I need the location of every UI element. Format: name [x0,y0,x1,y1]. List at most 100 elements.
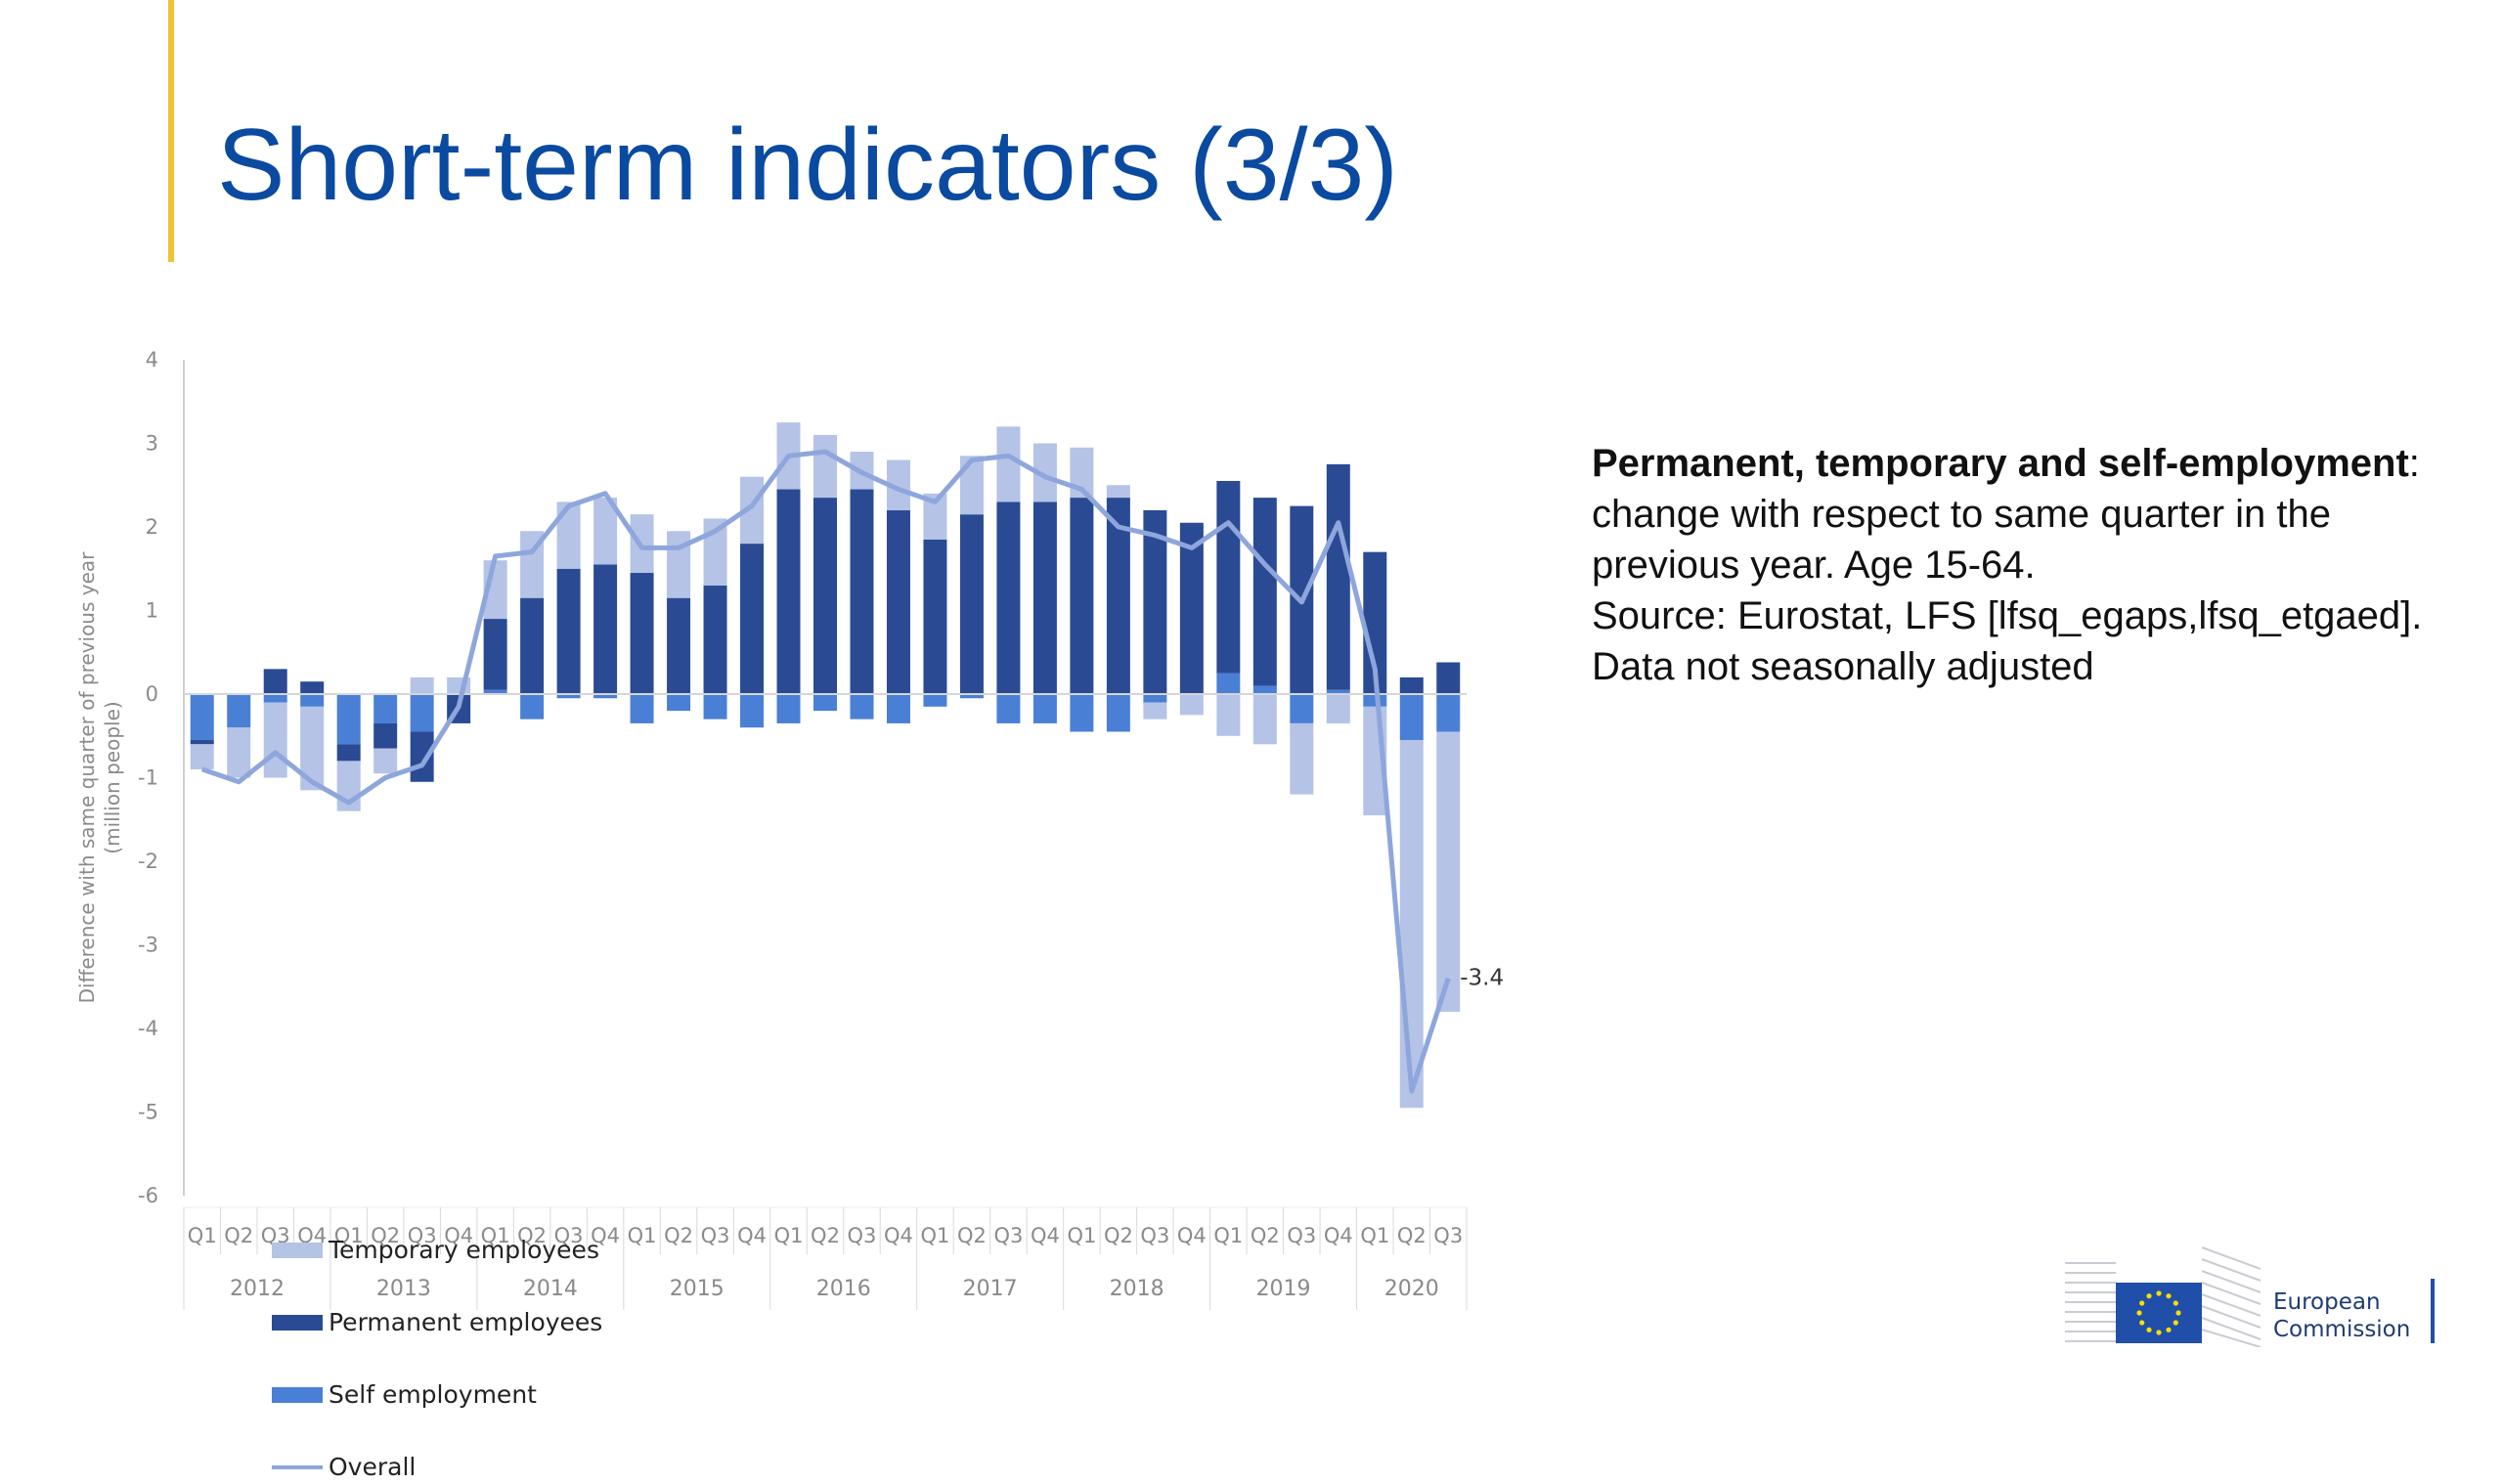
x-tick-label: Q2 [371,1224,400,1247]
legend-swatch-overall [272,1465,323,1469]
x-tick-label: Q2 [811,1224,840,1247]
eu-star [2166,1293,2172,1299]
bar-self-employment [1363,694,1387,707]
bar-self-employment [1216,673,1241,694]
description-line-3: Source: Eurostat, LFS [lfsq_egaps,lfsq_e… [1592,594,2423,637]
bar-permanent [1179,522,1204,694]
x-tick-label: Q2 [664,1224,693,1247]
x-tick-label: Q4 [444,1224,473,1247]
legend-swatch-permanent [272,1315,323,1331]
bar-self-employment [336,694,361,745]
bar-permanent [776,489,801,694]
bar-self-employment [959,694,984,699]
bar-self-employment [1399,694,1424,741]
x-tick-label: Q4 [884,1224,913,1247]
logo-wordmark-line-1: European [2273,1289,2381,1315]
bar-self-employment [740,694,765,728]
bar-self-employment [996,694,1021,723]
bar-temporary [1106,485,1130,499]
x-tick-label: Q4 [1324,1224,1353,1247]
x-tick-label: Q3 [408,1224,437,1247]
bar-permanent [300,681,325,694]
x-tick-label: Q1 [334,1224,364,1247]
bar-permanent [1252,498,1277,686]
x-tick-label: Q1 [1067,1224,1096,1247]
eu-star [2173,1320,2178,1326]
line-overall [200,449,1451,1094]
x-tick-label: Q3 [1287,1224,1316,1247]
eu-star [2156,1330,2162,1335]
bar-temporary [1179,694,1204,716]
year-label: 2019 [1256,1277,1311,1301]
x-tick-label: Q3 [1433,1224,1463,1247]
bar-permanent [703,585,727,694]
bar-permanent [1070,498,1094,694]
bar-permanent [923,539,947,694]
logo-wordmark: European Commission [2273,1288,2410,1343]
bar-permanent [850,489,874,694]
year-label: 2020 [1384,1277,1439,1301]
bar-permanent [667,597,691,694]
x-tick-label: Q3 [701,1224,730,1247]
bar-temporary [996,426,1021,502]
legend-swatch-self-employment [272,1387,323,1403]
y-tick-label: 4 [146,348,158,371]
x-tick-label: Q1 [481,1224,510,1247]
year-label: 2016 [816,1277,871,1301]
logo-wordmark-line-2: Commission [2273,1317,2411,1342]
bar-permanent [1436,662,1461,694]
legend-swatch-temporary [272,1243,323,1258]
bar-self-employment [593,694,618,699]
bar-self-employment [483,689,507,694]
bar-self-employment [850,694,874,720]
y-tick-label: 0 [146,682,158,706]
bar-temporary [1032,443,1057,502]
x-tick-label: Q1 [1213,1224,1243,1247]
x-tick-label: Q3 [1140,1224,1169,1247]
x-tick-label: Q2 [1104,1224,1133,1247]
bar-permanent [1032,502,1057,694]
bar-permanent [1216,480,1241,674]
bar-permanent [630,573,654,694]
title-accent-bar [168,0,174,262]
x-tick-label: Q1 [1360,1224,1389,1247]
bar-temporary [593,498,618,565]
bar-self-employment [1143,694,1167,703]
bar-permanent [520,597,545,694]
bar-temporary [886,459,910,510]
year-label: 2017 [963,1277,1018,1301]
bar-temporary [1252,694,1277,745]
eu-star [2146,1327,2152,1332]
x-tick-label: Q2 [1397,1224,1427,1247]
y-tick-label: -4 [138,1017,158,1040]
legend-label-permanent: Permanent employees [329,1308,603,1336]
bar-permanent [373,722,398,749]
data-label-overall-last: -3.4 [1460,966,1504,991]
y-tick-label: -6 [138,1184,158,1207]
x-tick-label: Q2 [957,1224,987,1247]
x-tick-label: Q3 [848,1224,877,1247]
y-tick-label: -5 [138,1101,158,1124]
bar-self-employment [263,694,287,703]
bar-self-employment [190,694,214,741]
eu-flag-stars [2136,1290,2181,1335]
eu-star [2166,1327,2172,1332]
logo-divider [2431,1279,2435,1343]
x-tick-label: Q1 [188,1224,217,1247]
x-tick-label: Q3 [993,1224,1023,1247]
x-tick-label: Q1 [921,1224,950,1247]
bar-permanent [1399,677,1424,694]
eu-star [2156,1290,2162,1296]
bar-self-employment [1070,694,1094,732]
bar-self-employment [813,694,837,712]
bar-self-employment [886,694,910,723]
bar-temporary [190,744,214,769]
x-tick-label: Q4 [737,1224,767,1247]
bar-temporary [1326,694,1350,723]
x-tick-label: Q2 [517,1224,547,1247]
description-line-2: previous year. Age 15-64. [1592,544,2036,587]
bar-self-employment [703,694,727,720]
bar-permanent [1143,509,1167,694]
bar-permanent [959,514,984,694]
employment-chart: -6 -5 -4 -3 -2 -1 0 1 2 3 4 Difference with same qu… [59,332,1564,1481]
